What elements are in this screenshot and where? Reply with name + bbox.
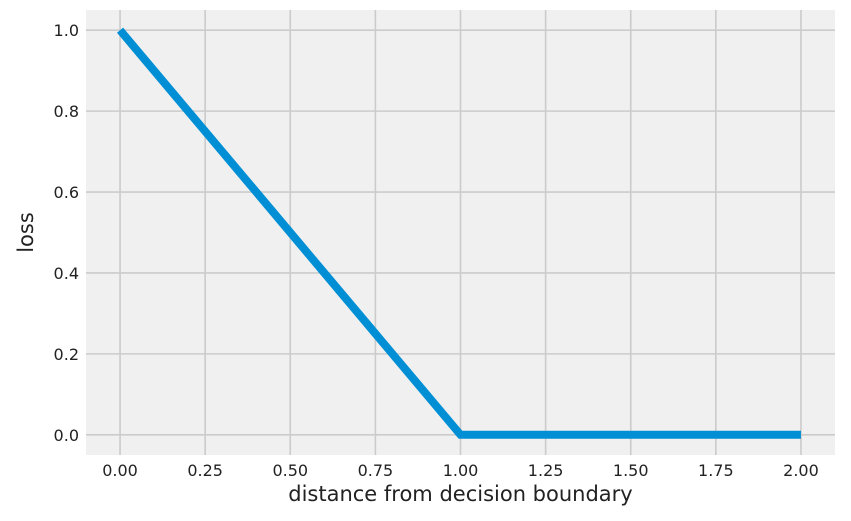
x-tick-label: 0.50 [272,461,308,480]
x-tick-label: 1.25 [528,461,564,480]
x-tick-label: 1.00 [443,461,479,480]
x-tick-label: 0.25 [187,461,223,480]
x-tick-label: 2.00 [783,461,819,480]
y-tick-label: 0.0 [54,426,79,445]
y-axis-label: loss [14,212,38,253]
x-tick-label: 1.75 [698,461,734,480]
x-tick-label: 0.75 [358,461,394,480]
y-tick-label: 0.6 [54,183,79,202]
y-tick-label: 0.4 [54,264,79,283]
x-axis-label: distance from decision boundary [288,482,633,506]
series-line [116,27,801,439]
x-tick-label: 1.50 [613,461,649,480]
series-layer [116,27,801,439]
y-tick-label: 0.8 [54,102,79,121]
y-tick-label: 1.0 [54,21,79,40]
x-tick-label: 0.00 [102,461,138,480]
x-tick-labels: 0.00 0.25 0.50 0.75 1.00 1.25 1.50 1.75 2.00 [102,461,819,480]
y-tick-labels: 0.0 0.2 0.4 0.6 0.8 1.0 [54,21,79,445]
y-tick-label: 0.2 [54,345,79,364]
